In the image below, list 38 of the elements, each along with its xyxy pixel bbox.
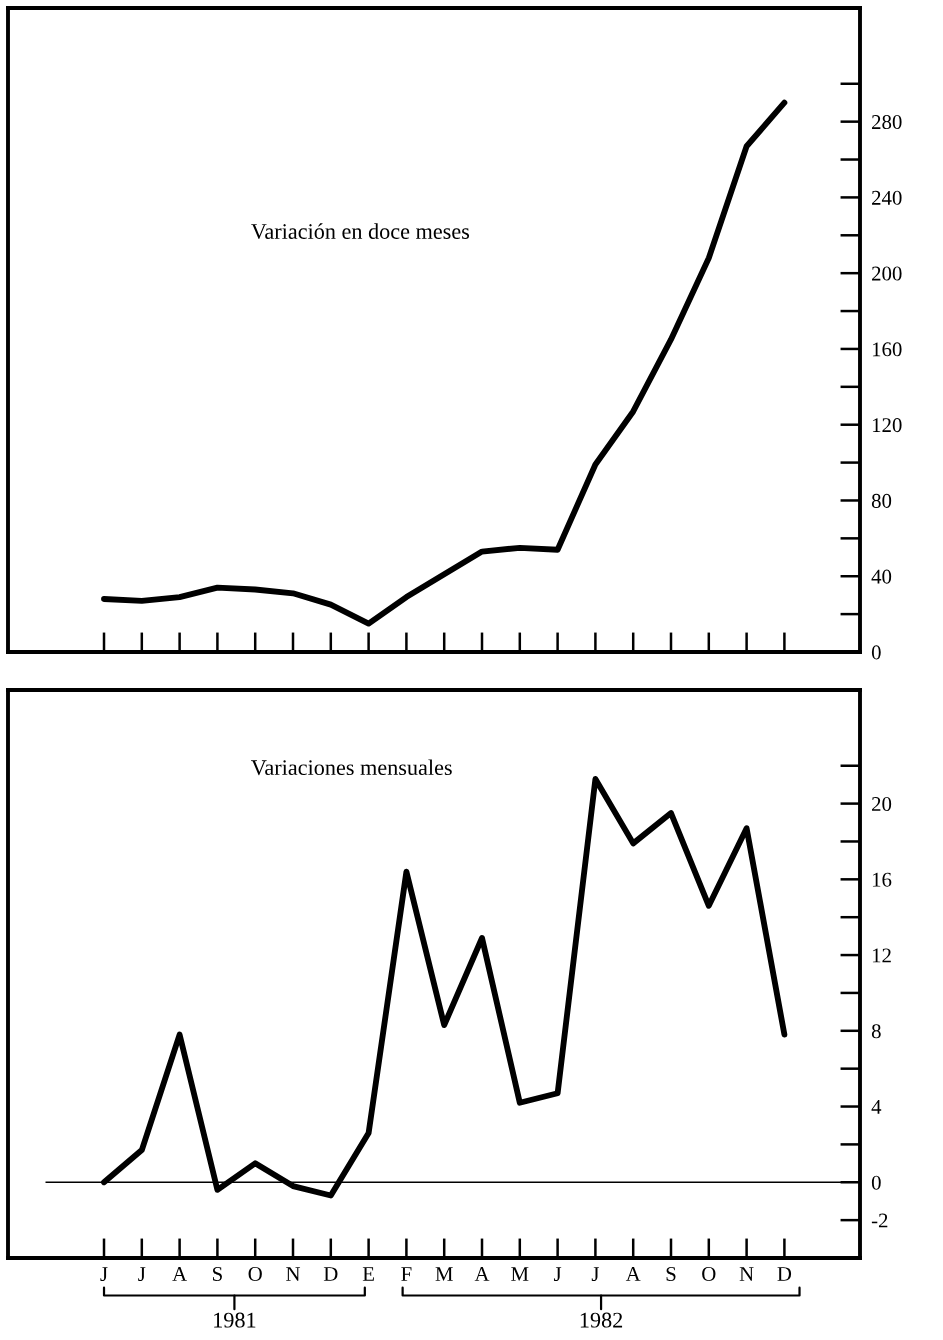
y-tick-label: 4 (871, 1100, 882, 1114)
x-tick-label: O (248, 1266, 262, 1281)
x-tick-label: O (702, 1266, 716, 1281)
x-tick-label: E (362, 1267, 374, 1281)
x-tick-label: F (401, 1267, 412, 1281)
y-tick-label: 280 (872, 115, 902, 130)
x-tick-label: M (511, 1267, 529, 1281)
x-tick-label: S (213, 1266, 222, 1281)
x-tick-label: D (323, 1267, 338, 1281)
x-tick-label: J (138, 1267, 146, 1281)
y-tick-label: 12 (872, 948, 891, 963)
x-tick-label: D (777, 1267, 792, 1281)
x-tick-label: J (591, 1267, 600, 1281)
y-tick-label: 8 (871, 1024, 881, 1039)
y-tick-label: -2 (871, 1213, 888, 1228)
x-tick-label: J (553, 1267, 562, 1281)
y-tick-label: 40 (871, 569, 892, 584)
y-tick-label: 16 (872, 872, 892, 887)
text: 1981 (214, 1312, 256, 1328)
x-tick-label: A (172, 1267, 187, 1281)
x-tick-label: M (435, 1267, 453, 1281)
y-tick-label: 0 (871, 1175, 881, 1190)
x-tick-label: N (286, 1267, 301, 1281)
y-tick-label: 120 (872, 418, 902, 433)
y-tick-label: 240 (872, 190, 902, 205)
text: 1982 (580, 1312, 623, 1328)
x-tick-label: N (739, 1267, 754, 1281)
y-tick-label: 20 (872, 796, 892, 812)
text: Variaciones mensuales (251, 759, 452, 776)
text: Variación en doce meses (251, 223, 470, 240)
x-tick-label: A (474, 1267, 490, 1281)
y-tick-label: 200 (872, 266, 902, 281)
x-tick-label: J (100, 1267, 108, 1281)
x-tick-label: S (666, 1266, 676, 1281)
x-tick-label: A (625, 1267, 641, 1281)
y-tick-label: 0 (871, 645, 881, 660)
y-tick-label: 80 (871, 493, 892, 508)
y-tick-label: 160 (872, 342, 902, 357)
